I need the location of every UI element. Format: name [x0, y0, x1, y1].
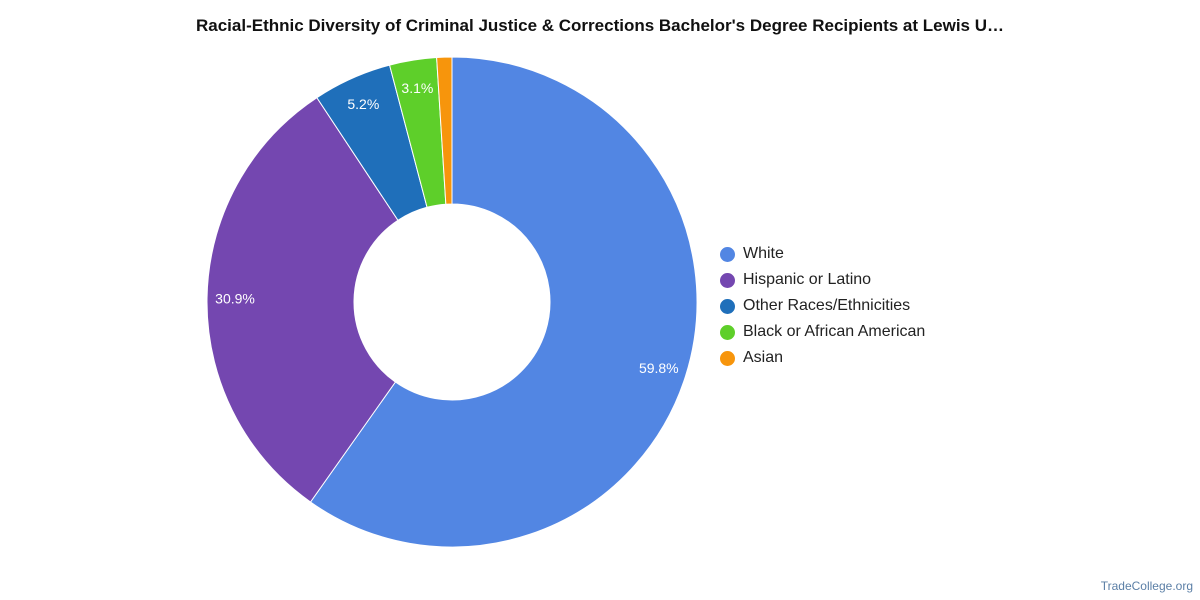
legend-swatch [720, 324, 735, 340]
slice-hispanic-or-latino[interactable] [206, 96, 399, 503]
legend-label: Black or African American [743, 323, 926, 340]
legend-label: Other Races/Ethnicities [743, 297, 911, 314]
legend-item[interactable]: Other Races/Ethnicities [720, 293, 925, 319]
legend-item[interactable]: Hispanic or Latino [720, 267, 925, 293]
legend-swatch [720, 298, 735, 314]
slice-asian[interactable] [436, 56, 453, 205]
source-credit[interactable]: TradeCollege.org [1100, 579, 1193, 593]
legend-label: Asian [743, 349, 784, 366]
legend-swatch [720, 272, 735, 288]
chart-title: Racial-Ethnic Diversity of Criminal Just… [195, 16, 1004, 35]
legend-item[interactable]: Black or African American [720, 319, 925, 345]
legend-item[interactable]: Asian [720, 345, 925, 371]
slice-value-label: 5.2% [347, 96, 379, 112]
slice-value-label: 30.9% [215, 291, 255, 307]
slice-white[interactable] [309, 56, 698, 548]
legend-label: White [743, 245, 784, 262]
slice-value-label: 59.8% [639, 360, 679, 376]
legend-item[interactable]: White [720, 241, 925, 267]
legend-swatch [720, 246, 735, 262]
slice-value-label: 3.1% [401, 80, 433, 96]
chart-legend: White Hispanic or Latino Other Races/Ethni… [720, 241, 925, 371]
legend-swatch [720, 350, 735, 366]
legend-label: Hispanic or Latino [743, 271, 872, 288]
